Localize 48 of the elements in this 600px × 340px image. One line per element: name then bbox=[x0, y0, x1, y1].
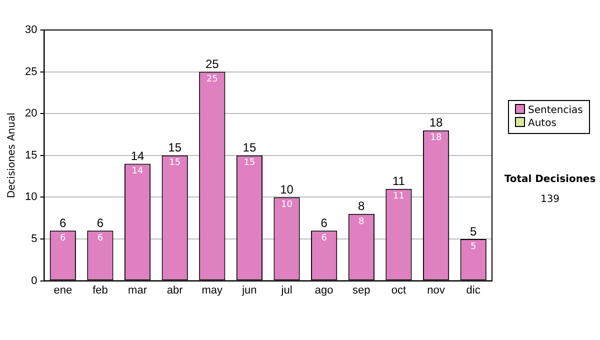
y-tick-label: 15 bbox=[24, 149, 38, 162]
data-label: 8 bbox=[358, 216, 365, 227]
x-tick-label: sep bbox=[352, 284, 370, 296]
y-tick-label: 20 bbox=[24, 108, 38, 120]
total-label: 8 bbox=[358, 199, 366, 214]
data-label: 14 bbox=[132, 166, 144, 177]
total-label: 14 bbox=[130, 149, 145, 164]
x-tick-label: dic bbox=[466, 284, 481, 296]
text: Total Decisiones bbox=[503, 173, 597, 187]
x-tick-label: jul bbox=[280, 284, 292, 296]
total-label: 25 bbox=[205, 57, 220, 72]
x-tick-label: ene bbox=[54, 284, 72, 296]
y-tick-label: 30 bbox=[24, 24, 38, 36]
legend-label: Autos bbox=[527, 117, 558, 130]
x-tick-label: oct bbox=[391, 284, 406, 296]
data-label: 6 bbox=[60, 233, 66, 244]
y-axis-title: Decisiones Anual bbox=[6, 112, 18, 198]
y-tick-label: 10 bbox=[24, 191, 38, 204]
total-label: 6 bbox=[320, 216, 328, 230]
data-label: 10 bbox=[281, 200, 293, 210]
data-label: 6 bbox=[97, 233, 104, 244]
y-tick-label: 25 bbox=[24, 66, 38, 78]
total-label: 15 bbox=[242, 140, 256, 155]
x-tick-label: feb bbox=[92, 284, 108, 296]
text: 139 bbox=[539, 193, 561, 207]
legend-label: Sentencias bbox=[527, 104, 583, 117]
x-tick-label: jun bbox=[241, 284, 257, 296]
data-label: 15 bbox=[169, 158, 181, 168]
total-label: 18 bbox=[429, 116, 444, 130]
data-label: 5 bbox=[470, 242, 476, 252]
total-label: 5 bbox=[470, 224, 477, 238]
y-tick-label: 5 bbox=[31, 233, 38, 246]
total-label: 10 bbox=[280, 182, 294, 197]
data-label: 11 bbox=[392, 192, 404, 202]
total-label: 6 bbox=[60, 216, 67, 230]
total-label: 15 bbox=[168, 140, 182, 155]
x-tick-label: nov bbox=[427, 284, 446, 296]
y-tick-label: 0 bbox=[31, 274, 38, 287]
data-label: 15 bbox=[244, 158, 256, 168]
x-tick-label: mar bbox=[128, 284, 148, 296]
data-label: 18 bbox=[430, 133, 442, 144]
x-tick-label: may bbox=[202, 284, 224, 296]
x-tick-label: abr bbox=[166, 284, 184, 296]
x-tick-label: ago bbox=[314, 284, 334, 296]
total-label: 6 bbox=[96, 216, 104, 230]
total-label: 11 bbox=[392, 174, 406, 188]
data-label: 25 bbox=[206, 74, 218, 85]
data-label: 6 bbox=[321, 233, 328, 244]
